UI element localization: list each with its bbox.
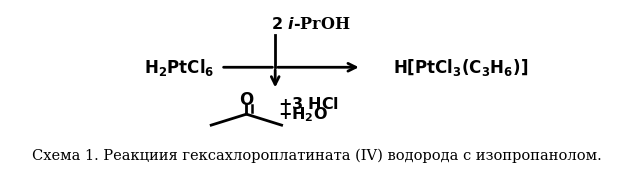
Text: $\mathbf{O}$: $\mathbf{O}$ xyxy=(239,92,254,109)
Text: Схема 1. Реакциия гексахлороплатината (IV) водорода с изопропанолом.: Схема 1. Реакциия гексахлороплатината (I… xyxy=(32,149,602,163)
Text: $\mathbf{2}$ $\bfit{i}$-PrOH: $\mathbf{2}$ $\bfit{i}$-PrOH xyxy=(271,16,350,33)
Text: $\mathbf{+ 3\ HCl}$: $\mathbf{+ 3\ HCl}$ xyxy=(278,96,339,113)
Text: $\mathbf{H[PtCl_3(C_3H_6)]}$: $\mathbf{H[PtCl_3(C_3H_6)]}$ xyxy=(393,57,529,78)
Text: $\mathbf{H_2PtCl_6}$: $\mathbf{H_2PtCl_6}$ xyxy=(144,57,214,78)
Text: $\mathbf{+ H_2O}$: $\mathbf{+ H_2O}$ xyxy=(278,105,328,124)
